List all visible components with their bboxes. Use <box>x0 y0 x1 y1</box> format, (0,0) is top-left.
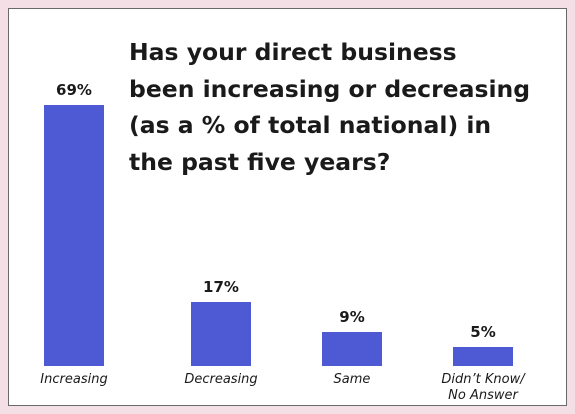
category-label: Decreasing <box>184 372 258 387</box>
bar-value-label: 5% <box>470 323 496 342</box>
bar <box>44 105 104 366</box>
chart-title: Has your direct business been increasing… <box>129 38 531 176</box>
category-label: Same <box>333 372 371 387</box>
bar-value-label: 17% <box>203 277 239 296</box>
category-label: Didn’t Know/ No Answer <box>441 372 525 403</box>
bar <box>322 331 382 366</box>
bar <box>191 301 251 366</box>
bar <box>453 347 513 366</box>
bar-value-label: 69% <box>56 81 92 99</box>
bar-value-label: 9% <box>339 307 365 326</box>
category-label: Increasing <box>40 372 108 387</box>
